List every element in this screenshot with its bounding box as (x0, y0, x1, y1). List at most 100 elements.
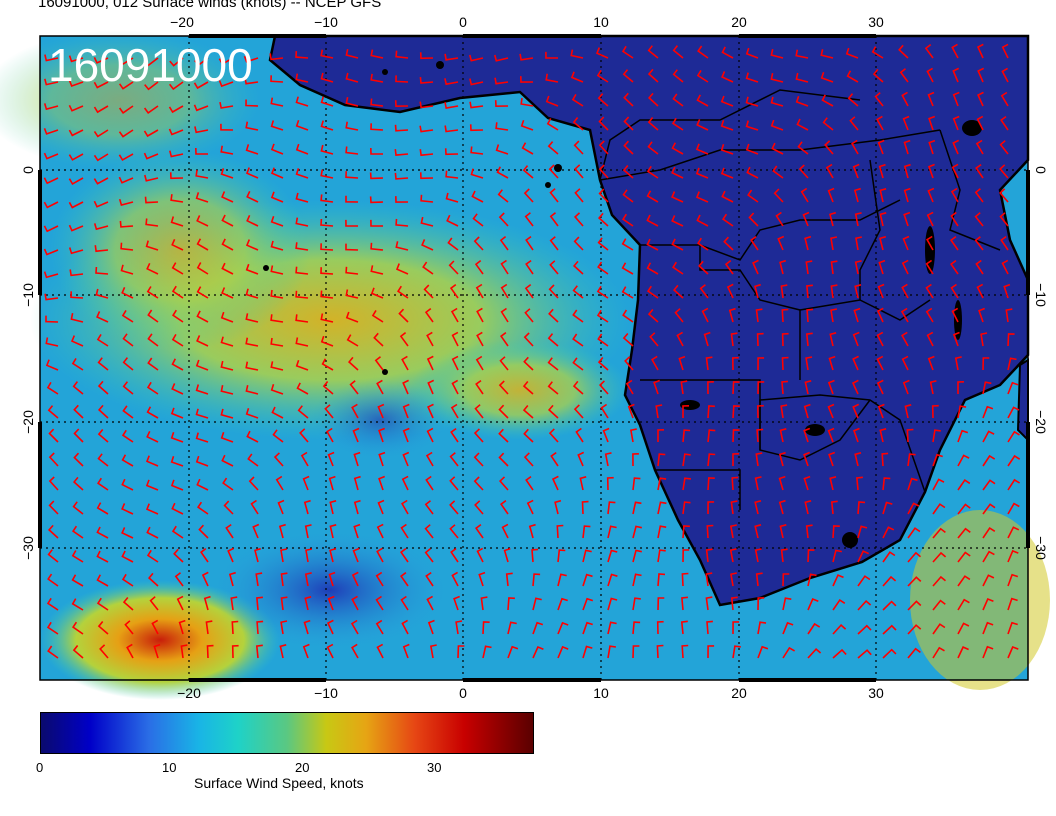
wind-barb (345, 266, 359, 275)
wind-barb (682, 477, 691, 491)
wind-barb (557, 573, 567, 587)
wind-barb (821, 94, 834, 107)
wind-barb (43, 103, 59, 111)
wind-barb (525, 259, 534, 275)
wind-barb (532, 597, 542, 611)
wind-barb (949, 235, 959, 251)
wind-barb (347, 356, 359, 371)
wind-barb (982, 597, 994, 611)
wind-barb (778, 451, 786, 467)
wind-barb (872, 68, 884, 83)
wind-barb (554, 499, 562, 515)
wind-barb (871, 46, 884, 59)
wind-barb (97, 404, 109, 419)
wind-barb (68, 129, 84, 137)
wind-barb (473, 476, 484, 491)
wind-barb (171, 525, 184, 539)
wind-barb (121, 527, 134, 539)
wind-barb (770, 96, 784, 107)
wind-barb (248, 476, 259, 491)
wind-barb (295, 242, 309, 251)
wind-barb (520, 119, 534, 131)
wind-barb (657, 429, 665, 442)
wind-barb (353, 499, 361, 515)
wind-barb (445, 170, 459, 179)
wind-barb (47, 645, 59, 659)
wind-barb (471, 190, 484, 203)
wind-barb (295, 51, 309, 59)
wind-barb (779, 428, 787, 443)
wind-barb (604, 452, 612, 467)
wind-barb (144, 174, 159, 182)
wind-barb (646, 190, 659, 203)
wind-barb (525, 475, 534, 491)
wind-barb (68, 201, 84, 209)
wind-barb (803, 427, 811, 443)
wind-barb (395, 50, 409, 59)
wind-barb (557, 597, 568, 611)
wind-barb (221, 262, 234, 275)
wind-barb (295, 168, 309, 179)
wind-barb (295, 266, 309, 275)
wind-barb (450, 307, 459, 323)
wind-barb (547, 141, 559, 155)
wind-barb (221, 238, 234, 251)
wind-barb (857, 624, 872, 635)
benguela-jet (410, 340, 630, 440)
wind-barb (178, 619, 186, 635)
wind-barb (376, 379, 384, 395)
wind-barb (1007, 430, 1020, 443)
wind-barb (203, 595, 211, 611)
wind-barb (1000, 235, 1009, 251)
wind-barb (198, 524, 209, 539)
wind-barb (425, 571, 434, 587)
wind-barb (780, 284, 788, 299)
wind-barb (522, 404, 534, 419)
wind-barb (145, 503, 159, 515)
wind-barb (422, 261, 434, 275)
wind-barb (351, 643, 359, 659)
x-tick-top: 0 (459, 14, 467, 30)
wind-barb (275, 475, 284, 491)
wind-barb (957, 454, 970, 467)
wind-barb (982, 503, 996, 515)
wind-barb (976, 115, 984, 131)
wind-barb (646, 214, 659, 227)
wind-barb (146, 406, 159, 419)
wind-barb (270, 240, 284, 251)
wind-barb (701, 307, 709, 323)
wind-barb (721, 213, 734, 227)
wind-barb (168, 81, 184, 91)
wind-barb (999, 140, 1009, 155)
wind-barb (907, 551, 922, 563)
wind-barb (632, 453, 639, 467)
wind-barb (653, 379, 660, 395)
wind-barb (852, 427, 860, 443)
wind-barb (745, 143, 759, 155)
wind-barb (707, 453, 716, 467)
wind-barb (646, 262, 659, 275)
wind-barb (451, 379, 459, 395)
wind-barb (270, 143, 284, 155)
calm-zone (210, 530, 450, 650)
wind-barb (732, 453, 740, 466)
wind-barb (369, 172, 384, 180)
wind-barb (195, 359, 209, 371)
wind-barb (449, 500, 459, 515)
wind-barb (903, 187, 911, 203)
wind-barb (852, 403, 860, 419)
wind-barb (304, 572, 312, 587)
wind-barb (271, 406, 284, 419)
wind-barb (345, 72, 359, 83)
wind-barb (756, 404, 764, 419)
wind-barb (780, 404, 788, 419)
wind-barb (378, 427, 385, 443)
wind-barb (352, 547, 360, 563)
wind-barb (470, 146, 484, 155)
wind-barb (176, 595, 184, 611)
wind-barb (120, 264, 134, 275)
wind-barb (425, 451, 434, 467)
wind-barb (270, 314, 284, 323)
wind-barb (272, 429, 284, 443)
wind-barb (146, 262, 159, 275)
